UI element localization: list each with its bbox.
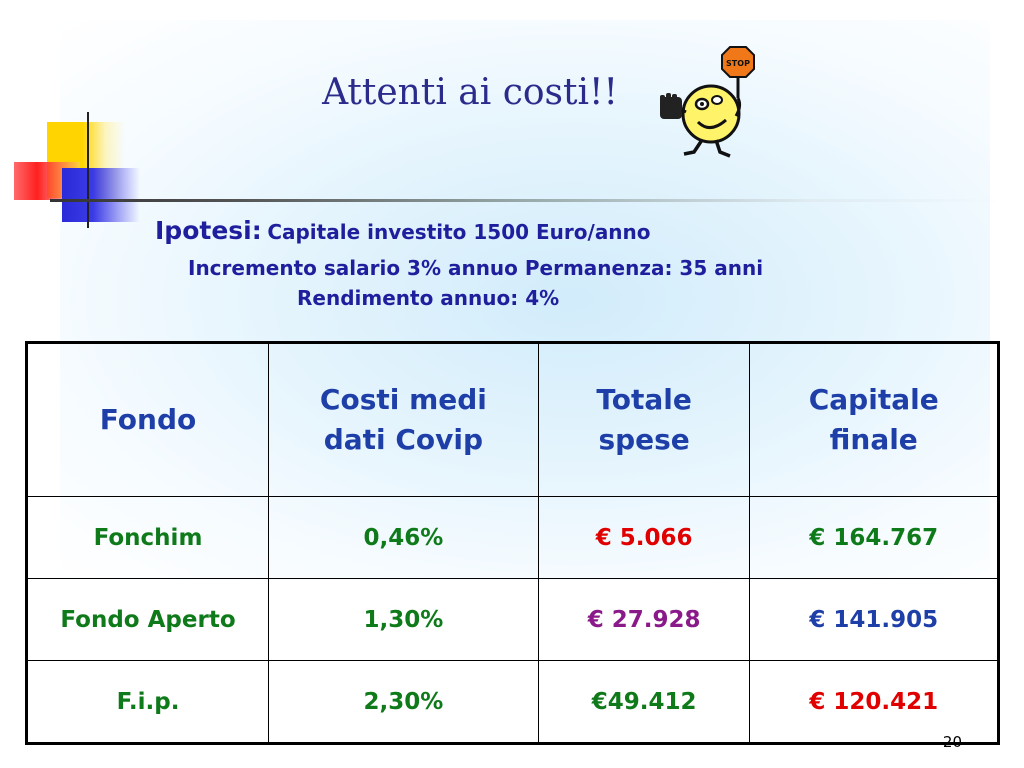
cell-costi: 0,46% — [268, 496, 539, 579]
cell-fondo: Fondo Aperto — [25, 578, 270, 661]
cell-fondo: Fonchim — [25, 496, 270, 579]
table-row: Fonchim 0,46% € 5.066 € 164.767 — [25, 496, 999, 579]
stop-sign-label: STOP — [726, 59, 750, 68]
hypothesis-line-3: Rendimento annuo: 4% — [297, 286, 560, 310]
page-number: 20 — [942, 733, 962, 751]
decor-horizontal-line — [50, 199, 1000, 202]
header-capitale-text: Capitale finale — [808, 383, 939, 456]
header-spese-text: Totale spese — [596, 383, 692, 456]
hypothesis-line-1: Ipotesi: Capitale investito 1500 Euro/an… — [155, 216, 651, 245]
cell-fondo: F.i.p. — [25, 660, 270, 744]
hypothesis-line-2: Incremento salario 3% annuo Permanenza: … — [188, 256, 764, 280]
cell-capitale: € 120.421 — [749, 660, 999, 744]
table-row: Fondo Aperto 1,30% € 27.928 € 141.905 — [25, 578, 999, 661]
cell-spese: €49.412 — [537, 660, 751, 744]
hypothesis-label: Ipotesi: — [155, 216, 262, 245]
header-fondo: Fondo — [25, 342, 270, 497]
header-costi-text: Costi medi dati Covip — [319, 383, 487, 456]
header-spese: Totale spese — [537, 342, 751, 497]
slide-title: Attenti ai costi!! — [322, 72, 618, 113]
header-capitale: Capitale finale — [749, 342, 999, 497]
hypothesis-capital: Capitale investito 1500 Euro/anno — [267, 220, 651, 244]
cell-capitale: € 164.767 — [749, 496, 999, 579]
cell-costi: 2,30% — [268, 660, 539, 744]
decor-blue-square — [62, 168, 140, 222]
cell-costi: 1,30% — [268, 578, 539, 661]
header-costi: Costi medi dati Covip — [268, 342, 539, 497]
table-row: F.i.p. 2,30% €49.412 € 120.421 — [25, 660, 999, 744]
cell-capitale: € 141.905 — [749, 578, 999, 661]
table-header-row: Fondo Costi medi dati Covip Totale spese… — [25, 342, 999, 497]
stop-mascot-icon: STOP — [660, 46, 755, 158]
cell-spese: € 5.066 — [537, 496, 751, 579]
decor-vertical-line — [87, 112, 89, 228]
cell-spese: € 27.928 — [537, 578, 751, 661]
costs-table: Fondo Costi medi dati Covip Totale spese… — [25, 341, 1000, 745]
